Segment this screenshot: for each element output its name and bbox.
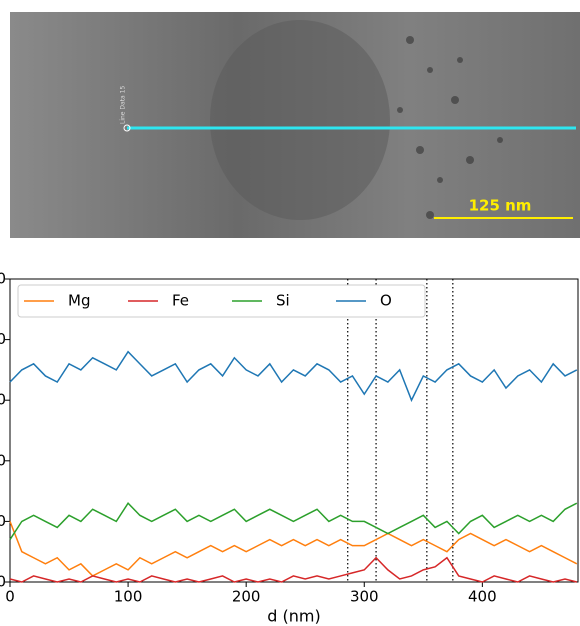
x-tick-label: 400: [468, 588, 497, 606]
x-tick-label: 300: [350, 588, 379, 606]
y-tick-label: 40: [0, 330, 6, 348]
scan-label: Line Data 15: [120, 86, 127, 124]
x-tick-label: 200: [232, 588, 261, 606]
x-tick-label: 0: [5, 588, 15, 606]
legend-label: Mg: [68, 292, 90, 310]
y-tick-label: 50: [0, 270, 6, 288]
x-axis-label: d (nm): [267, 607, 320, 626]
y-tick-label: 20: [0, 451, 6, 469]
legend-label: Fe: [172, 292, 189, 310]
series-line: [10, 352, 577, 400]
legend-label: O: [380, 292, 392, 310]
plot-frame: [10, 279, 578, 582]
x-tick-label: 100: [114, 588, 143, 606]
grain: [210, 20, 390, 220]
scale-label: 125 nm: [469, 197, 532, 215]
figure: Line Data 15 125 nm d (nm) 0100200300400…: [0, 0, 580, 626]
legend-label: Si: [276, 292, 290, 310]
y-tick-label: 30: [0, 391, 6, 409]
series-line: [10, 503, 577, 539]
series-line: [10, 558, 577, 582]
y-tick-label: 0: [0, 573, 6, 591]
y-tick-label: 10: [0, 512, 6, 530]
series-line: [10, 521, 577, 576]
